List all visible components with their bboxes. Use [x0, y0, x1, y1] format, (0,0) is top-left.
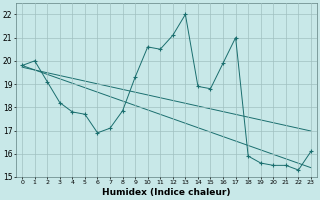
X-axis label: Humidex (Indice chaleur): Humidex (Indice chaleur): [102, 188, 231, 197]
